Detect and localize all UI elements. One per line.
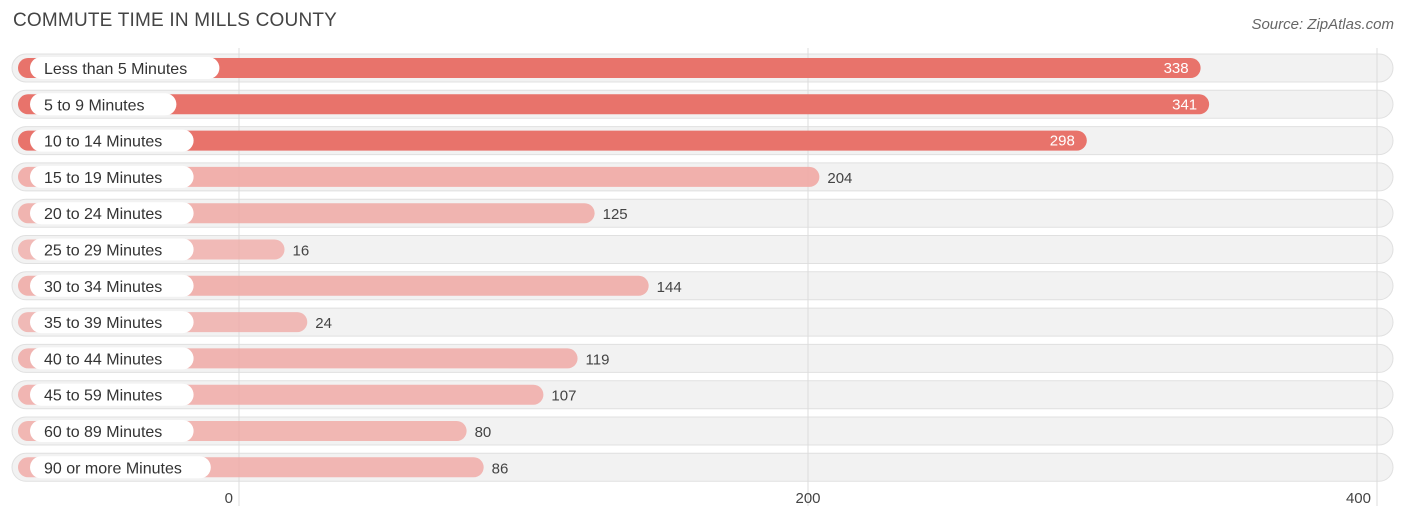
value-label: 16 [293, 243, 310, 260]
x-tick-label: 200 [795, 490, 820, 507]
category-label: 30 to 34 Minutes [44, 279, 162, 296]
category-label-pill [30, 202, 194, 225]
category-label-pill [30, 57, 220, 79]
chart-source: Source: ZipAtlas.com [1251, 16, 1394, 33]
bar [18, 166, 820, 187]
category-label: 60 to 89 Minutes [44, 424, 162, 441]
category-label: 40 to 44 Minutes [44, 351, 162, 368]
bar [18, 94, 1210, 115]
value-label: 341 [1172, 96, 1197, 113]
value-label: 338 [1164, 60, 1189, 77]
category-label-pill [30, 165, 194, 188]
value-label: 204 [827, 170, 852, 187]
category-label: 5 to 9 Minutes [44, 97, 145, 114]
x-tick-label: 400 [1346, 490, 1371, 507]
category-label-pill [30, 420, 194, 442]
category-label-pill [30, 311, 194, 334]
category-label-pill [30, 238, 194, 261]
bar [18, 130, 1087, 151]
category-label: 35 to 39 Minutes [44, 315, 162, 332]
category-label: 15 to 19 Minutes [44, 170, 162, 187]
row-background [11, 235, 1394, 264]
category-label: 25 to 29 Minutes [44, 243, 162, 260]
value-label: 80 [475, 424, 492, 441]
bar [18, 58, 1201, 78]
value-label: 107 [551, 388, 576, 405]
x-tick-label: 0 [225, 490, 233, 507]
category-label: 90 or more Minutes [44, 460, 182, 477]
category-label-pill [30, 383, 194, 406]
value-label: 298 [1050, 133, 1075, 150]
category-label: 10 to 14 Minutes [44, 134, 162, 151]
category-label-pill [30, 456, 211, 479]
category-label: 20 to 24 Minutes [44, 206, 162, 223]
category-label-pill [30, 347, 194, 370]
row-background [11, 307, 1394, 337]
value-label: 119 [586, 351, 610, 368]
category-label: 45 to 59 Minutes [44, 388, 162, 405]
value-label: 125 [603, 206, 628, 223]
value-label: 86 [492, 460, 509, 477]
category-label-pill [30, 93, 177, 116]
value-label: 24 [315, 315, 332, 332]
category-label: Less than 5 Minutes [44, 61, 187, 78]
category-label-pill [30, 129, 194, 152]
value-label: 144 [657, 279, 682, 296]
category-label-pill [30, 274, 194, 297]
chart-title: COMMUTE TIME IN MILLS COUNTY [13, 10, 338, 31]
